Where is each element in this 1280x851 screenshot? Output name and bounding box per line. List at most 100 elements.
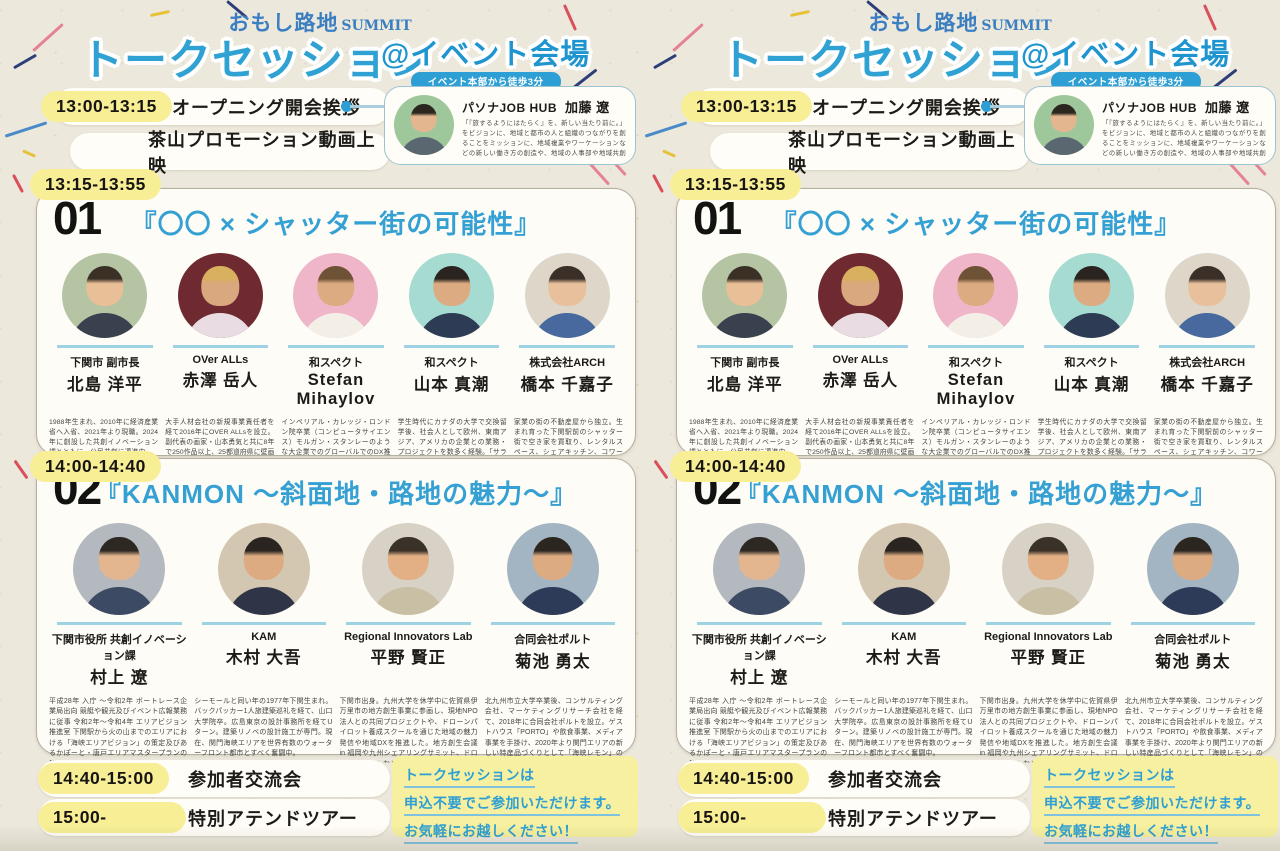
schedule-item-label: 茶山プロモーション動画上映 — [788, 129, 1016, 176]
flyer-panel: おもし路地 SUMMIT トークセッション @イベント会場 イベント本部から徒歩3… — [0, 0, 640, 851]
speaker-row: 下関市 副市長 北島 洋平 OVer ALLs 赤澤 岳人 和スペクト Stef… — [677, 253, 1275, 409]
speaker-row: 下関市 副市長 北島 洋平 OVer ALLs 赤澤 岳人 和スペクト Stef… — [37, 253, 635, 409]
flyer-panel: おもし路地 SUMMIT トークセッション @イベント会場 イベント本部から徒歩3… — [640, 0, 1280, 851]
time-badge-opening: 13:00-13:15 — [41, 91, 172, 122]
speaker-org: 合同会社ポルト — [1154, 633, 1232, 646]
speaker: 和スペクト 山本 真潮 — [1034, 253, 1150, 409]
page-title: トークセッション — [720, 37, 1072, 85]
speaker-photo — [1164, 253, 1250, 338]
speaker-info: パソナJOB HUB 加藤 遼 「『旅するようにはたらく』を、新しい当たり前に。」… — [1102, 95, 1266, 156]
speaker-name: Stefan Mihaylov — [936, 370, 1016, 408]
participation-note: トークセッションは 申込不要でご参加いただけます。 お気軽にお越しください！ — [392, 756, 638, 844]
time-badge-session-01: 13:15-13:55 — [30, 169, 161, 200]
speaker-org: 下関市役所 共創イノベーション課 — [691, 633, 827, 662]
speaker-name: 村上 遼 — [90, 668, 149, 687]
speaker-name: 村上 遼 — [730, 668, 789, 687]
speaker-name-line: パソナJOB HUB 加藤 遼 — [1102, 97, 1266, 116]
note-line: お気軽にお越しください！ — [1044, 821, 1218, 844]
speaker: 下関市 副市長 北島 洋平 — [47, 253, 163, 409]
speaker-name: 菊池 勇太 — [1154, 652, 1231, 671]
sparkle-decoration — [644, 121, 688, 138]
speaker-info: パソナJOB HUB 加藤 遼 「『旅するようにはたらく』を、新しい当たり前に。」… — [462, 95, 626, 156]
speaker-photo — [394, 95, 454, 155]
underline-decoration — [986, 622, 1111, 625]
speaker-name: 橋本 千嘉子 — [520, 375, 614, 394]
speaker-org: 和スペクト — [308, 356, 364, 369]
speaker-name: Stefan Mihaylov — [296, 370, 376, 408]
schedule-item-label: 参加者交流会 — [188, 769, 302, 790]
opening-speaker-card: パソナJOB HUB 加藤 遼 「『旅するようにはたらく』を、新しい当たり前に。」… — [384, 86, 636, 165]
speaker-org: OVer ALLs — [192, 353, 249, 366]
session-title: 『KANMON 〜斜面地・路地の魅力〜』 — [94, 479, 578, 509]
speaker-org: 株式会社ARCH — [529, 356, 606, 369]
speaker: OVer ALLs 赤澤 岳人 — [803, 253, 919, 409]
speaker-name: 加藤 遼 — [1205, 100, 1250, 115]
speaker-bio: 平成28年 入庁 〜令和2年 ボートレース企業局出向 競艇や観光及びイベント広報… — [49, 697, 188, 763]
underline-decoration — [841, 622, 966, 625]
session-title: 『KANMON 〜斜面地・路地の魅力〜』 — [734, 479, 1218, 509]
speaker: 和スペクト Stefan Mihaylov — [278, 253, 394, 409]
underline-decoration — [1043, 345, 1140, 348]
speaker-photo — [62, 253, 148, 338]
speaker-org: KAM — [251, 630, 277, 643]
speaker-org: 下関市役所 共創イノベーション課 — [51, 633, 187, 662]
connector-line — [350, 105, 390, 108]
speaker-photo — [857, 523, 950, 615]
speaker-photo — [524, 253, 610, 338]
speaker: 下関市役所 共創イノベーション課 村上 遼 — [687, 523, 832, 688]
speaker-photo — [73, 523, 166, 615]
connector-line — [990, 105, 1030, 108]
speaker: OVer ALLs 赤澤 岳人 — [163, 253, 279, 409]
speaker-name: 菊池 勇太 — [514, 652, 591, 671]
note-line: 申込不要でご参加いただけます。 — [404, 793, 621, 816]
schedule-item-label: オープニング開会挨拶 — [172, 97, 361, 118]
speaker-name: 木村 大吾 — [225, 648, 302, 667]
speaker-name: 赤澤 岳人 — [182, 371, 259, 390]
speaker: 下関市役所 共創イノベーション課 村上 遼 — [47, 523, 192, 688]
underline-decoration — [928, 345, 1024, 348]
schedule-item-label: 茶山プロモーション動画上映 — [148, 129, 376, 176]
speaker: 合同会社ポルト 菊池 勇太 — [1121, 523, 1266, 688]
speaker-name: 平野 賢正 — [370, 648, 447, 667]
speaker-photo — [1146, 523, 1239, 615]
underline-decoration — [519, 345, 615, 348]
event-logo-sub: SUMMIT — [341, 18, 412, 34]
session-01-box: 01 『〇〇 × シャッター街の可能性』 下関市 副市長 北島 洋平 OVer … — [676, 188, 1276, 482]
speaker-org: 合同会社ポルト — [514, 633, 592, 646]
event-logo: おもし路地 SUMMIT — [640, 7, 1280, 37]
underline-decoration — [697, 622, 822, 625]
sparkle-decoration — [4, 121, 48, 138]
sparkle-decoration — [653, 459, 669, 480]
sparkle-decoration — [21, 149, 37, 158]
speaker-bio: シーモールと同い年の1977年下関生まれ。バックパッカー1人旅建築巡礼を経て、山… — [834, 697, 973, 758]
session-01-box: 01 『〇〇 × シャッター街の可能性』 下関市 副市長 北島 洋平 OVer … — [36, 188, 636, 482]
sparkle-decoration — [652, 53, 678, 70]
sparkle-decoration — [11, 173, 25, 194]
speaker: 和スペクト 山本 真潮 — [394, 253, 510, 409]
speaker-name: 北島 洋平 — [67, 375, 143, 394]
note-line: お気軽にお越しください！ — [404, 821, 578, 844]
sparkle-decoration — [13, 459, 29, 480]
speaker-org: 下関市 副市長 — [710, 356, 780, 369]
speaker-photo — [1049, 253, 1135, 338]
speaker-photo — [1034, 95, 1094, 155]
speaker-org: KAM — [891, 630, 917, 643]
speaker-name: 赤澤 岳人 — [822, 371, 899, 390]
schedule-item-label: オープニング開会挨拶 — [812, 97, 1001, 118]
underline-decoration — [172, 345, 269, 348]
session-title: 『〇〇 × シャッター街の可能性』 — [770, 209, 1182, 239]
speaker: 合同会社ポルト 菊池 勇太 — [481, 523, 626, 688]
time-badge-opening: 13:00-13:15 — [681, 91, 812, 122]
speaker-org: 下関市 副市長 — [70, 356, 140, 369]
speaker-name: 北島 洋平 — [707, 375, 783, 394]
speaker-photo — [702, 253, 788, 338]
schedule-item-label: 特別アテンドツアー — [188, 808, 358, 829]
underline-decoration — [812, 345, 909, 348]
speaker: 株式会社ARCH 橋本 千嘉子 — [509, 253, 625, 409]
speaker-name: 平野 賢正 — [1010, 648, 1087, 667]
speaker: KAM 木村 大吾 — [832, 523, 977, 688]
speaker: KAM 木村 大吾 — [192, 523, 337, 688]
speaker-bio: 「『旅するようにはたらく』を、新しい当たり前に。」をビジョンに、地域と都市の人と… — [462, 120, 626, 156]
speaker: 下関市 副市長 北島 洋平 — [687, 253, 803, 409]
